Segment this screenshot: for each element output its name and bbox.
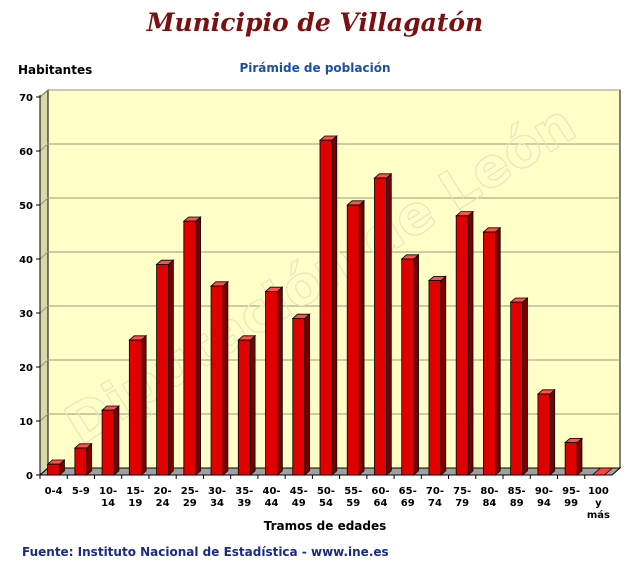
- x-tick-label: 95-99: [562, 486, 580, 509]
- bar: [427, 275, 447, 476]
- x-tick-label: 15-19: [126, 486, 144, 509]
- bar: [509, 297, 529, 476]
- bar: [291, 313, 311, 476]
- x-tick-label: 85-89: [508, 486, 526, 509]
- bar-side: [195, 216, 202, 476]
- bar-side: [86, 442, 93, 476]
- source-note: Fuente: Instituto Nacional de Estadístic…: [22, 545, 389, 559]
- y-tick-label: 60: [19, 147, 33, 158]
- bar-front: [374, 177, 387, 476]
- x-tick-label: 70-74: [426, 486, 444, 509]
- bar-side: [113, 405, 120, 476]
- bar-front: [265, 290, 278, 476]
- bar-side: [249, 334, 256, 476]
- bar-side: [331, 135, 338, 476]
- bar: [182, 216, 202, 476]
- bar-side: [576, 437, 583, 476]
- bar: [536, 388, 556, 476]
- bar-front: [237, 339, 251, 476]
- bar-front: [74, 447, 88, 476]
- bar-front: [483, 231, 496, 476]
- x-tick-label: 35-39: [235, 486, 253, 509]
- y-tick-label: 70: [19, 93, 33, 104]
- bar: [346, 199, 366, 476]
- gridline: [39, 89, 620, 98]
- bar: [46, 459, 66, 476]
- x-tick-label: 25-29: [181, 486, 199, 509]
- bar-side: [440, 275, 447, 476]
- bar: [101, 405, 120, 476]
- x-tick-label: 80-84: [480, 486, 498, 509]
- bar: [128, 334, 148, 476]
- x-tick-label: 50-54: [317, 486, 335, 509]
- bar-side: [386, 172, 392, 476]
- bar-side: [522, 297, 528, 476]
- bar: [373, 172, 393, 476]
- bar-side: [467, 210, 474, 476]
- x-tick-label: 20-24: [154, 486, 172, 509]
- x-axis-label: Tramos de edades: [263, 519, 387, 533]
- bar-front: [564, 442, 578, 476]
- bar: [318, 135, 338, 476]
- bar-front: [319, 139, 333, 476]
- y-tick-label: 50: [19, 201, 33, 212]
- bar-front: [128, 339, 142, 476]
- bar-side: [140, 334, 147, 476]
- bar: [400, 253, 420, 476]
- x-tick-label: 45-49: [290, 486, 308, 509]
- x-tick-label: 90-94: [535, 486, 553, 509]
- bar: [209, 280, 229, 476]
- x-tick-label: 75-79: [453, 486, 471, 509]
- bar-side: [222, 280, 229, 476]
- y-tick-label: 10: [19, 417, 33, 428]
- bar-front: [346, 204, 360, 476]
- x-tick-label: 55-59: [344, 486, 362, 509]
- y-tick-label: 0: [26, 471, 33, 482]
- bar-front: [292, 317, 306, 476]
- y-axis-label: Habitantes: [18, 63, 93, 77]
- bar-front: [537, 393, 551, 476]
- x-tick-label: 100 y más: [587, 486, 610, 521]
- x-tick-label: 10-14: [99, 486, 117, 509]
- bar: [237, 334, 257, 476]
- bar-side: [168, 259, 174, 476]
- bar-front: [47, 463, 61, 476]
- bar: [155, 259, 175, 476]
- bar-front: [156, 263, 169, 476]
- chart-title: Pirámide de población: [239, 61, 391, 75]
- bar-side: [413, 253, 419, 476]
- y-tick-label: 30: [19, 309, 33, 320]
- bar: [482, 226, 502, 476]
- y-tick-label: 20: [19, 363, 33, 374]
- bar-side: [277, 286, 283, 476]
- bar-front: [210, 285, 224, 476]
- bar-side: [358, 199, 365, 476]
- x-tick-label: 0-4: [45, 486, 63, 497]
- gridline: [39, 197, 620, 206]
- x-tick-label: 40-44: [262, 486, 280, 509]
- gridline: [39, 143, 620, 152]
- bar: [564, 437, 584, 476]
- gridline: [39, 251, 620, 260]
- y-tick-label: 40: [19, 255, 33, 266]
- x-tick-label: 60-64: [371, 486, 389, 509]
- bar-side: [495, 226, 501, 476]
- bar-front: [428, 280, 442, 476]
- bar: [73, 442, 93, 476]
- bar-side: [549, 388, 556, 476]
- page-title: Municipio de Villagatón: [146, 8, 484, 37]
- x-tick-label: 65-69: [399, 486, 417, 509]
- bar-front: [510, 301, 524, 476]
- bar-front: [455, 215, 469, 476]
- bar: [455, 210, 475, 476]
- bar-front: [401, 258, 415, 476]
- x-tick-label: 5-9: [72, 486, 90, 497]
- x-tick-label: 30-34: [208, 486, 226, 509]
- bar-side: [304, 313, 310, 476]
- bar-front: [101, 409, 115, 476]
- bar: [264, 286, 284, 476]
- bar-front: [183, 220, 197, 476]
